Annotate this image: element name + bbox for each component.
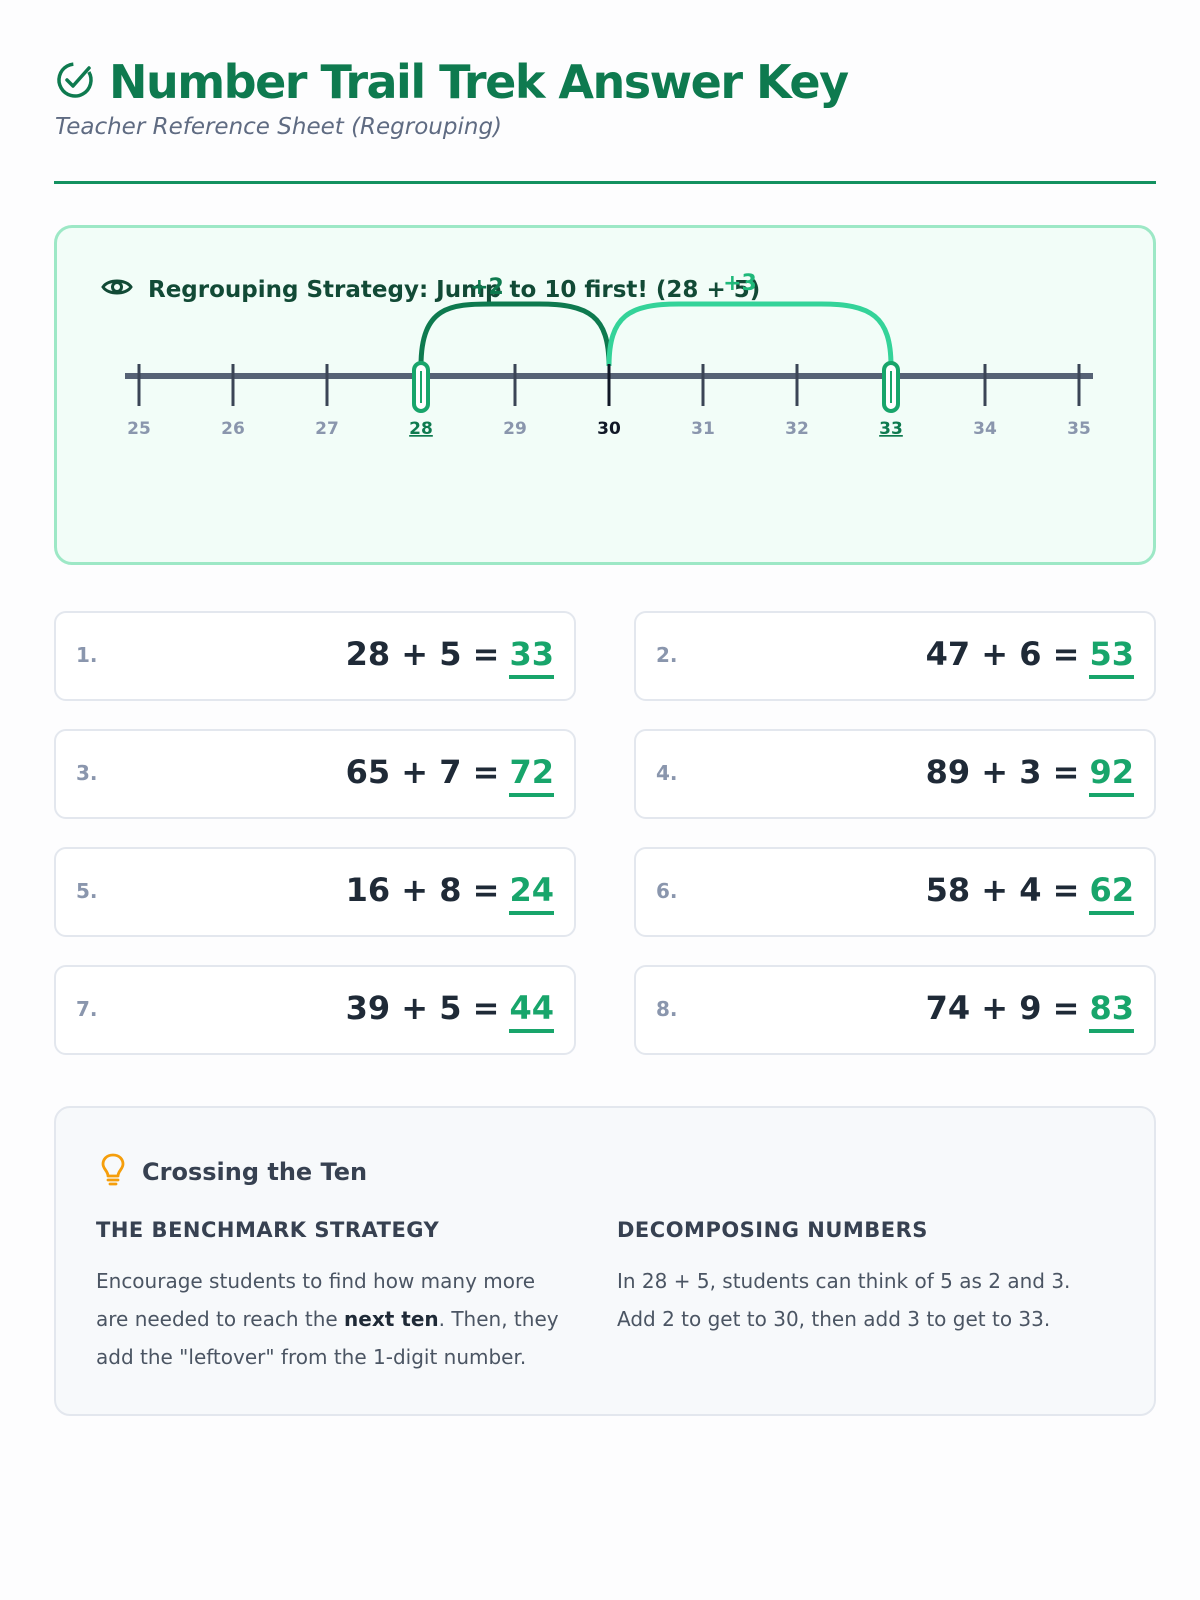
problem-equation: 16 + 8 = 24 <box>346 871 554 915</box>
problem-expression: 47 + 6 = <box>925 635 1080 673</box>
tick-label: 30 <box>597 419 621 439</box>
problem-expression: 74 + 9 = <box>925 989 1080 1027</box>
tick-label: 35 <box>1067 419 1091 439</box>
problem-expression: 58 + 4 = <box>925 871 1080 909</box>
tick-label: 25 <box>127 419 151 439</box>
benchmark-strategy-title: THE BENCHMARK STRATEGY <box>96 1218 440 1242</box>
jump-arc-2 <box>606 301 894 367</box>
strategy-heading: Regrouping Strategy: Jump to 10 first! (… <box>100 270 760 310</box>
tick-label: 28 <box>409 419 433 439</box>
header: Number Trail Trek Answer Key Teacher Ref… <box>55 52 1155 140</box>
problem-number: 1. <box>76 643 98 667</box>
problem-card: 2. 47 + 6 = 53 <box>634 611 1156 701</box>
problem-number: 8. <box>656 997 678 1021</box>
page-title: Number Trail Trek Answer Key <box>109 55 849 109</box>
problem-number: 7. <box>76 997 98 1021</box>
problem-number: 3. <box>76 761 98 785</box>
problem-answer: 33 <box>509 635 554 679</box>
problem-answer: 44 <box>509 989 554 1033</box>
problem-answer: 92 <box>1089 753 1134 797</box>
problem-answer: 24 <box>509 871 554 915</box>
problem-answer: 72 <box>509 753 554 797</box>
tips-heading: Crossing the Ten <box>98 1152 367 1192</box>
tick-label: 33 <box>879 419 903 439</box>
benchmark-strategy-column: THE BENCHMARK STRATEGY Encourage student… <box>96 1218 566 1376</box>
problem-number: 4. <box>656 761 678 785</box>
problem-number: 6. <box>656 879 678 903</box>
tick-label: 34 <box>973 419 997 439</box>
problem-answer: 62 <box>1089 871 1134 915</box>
strategy-heading-text: Regrouping Strategy: Jump to 10 first! (… <box>148 277 761 303</box>
decomposing-numbers-text: In 28 + 5, students can think of 5 as 2 … <box>617 1269 1071 1331</box>
problem-card: 5. 16 + 8 = 24 <box>54 847 576 937</box>
problem-equation: 28 + 5 = 33 <box>346 635 554 679</box>
problem-expression: 89 + 3 = <box>925 753 1080 791</box>
problem-number: 5. <box>76 879 98 903</box>
tick-label: 29 <box>503 419 527 439</box>
jump-label-1: +2 <box>470 275 504 300</box>
problem-number: 2. <box>656 643 678 667</box>
problem-expression: 65 + 7 = <box>345 753 500 791</box>
benchmark-strategy-text: Encourage students to find how many more… <box>96 1269 559 1369</box>
tick-label: 26 <box>221 419 245 439</box>
problem-card: 3. 65 + 7 = 72 <box>54 729 576 819</box>
tips-heading-text: Crossing the Ten <box>142 1158 368 1186</box>
problem-answer: 83 <box>1089 989 1134 1033</box>
header-divider <box>54 181 1156 184</box>
problem-equation: 65 + 7 = 72 <box>346 753 554 797</box>
problem-equation: 39 + 5 = 44 <box>346 989 554 1033</box>
problem-equation: 74 + 9 = 83 <box>926 989 1134 1033</box>
problem-card: 4. 89 + 3 = 92 <box>634 729 1156 819</box>
decomposing-numbers-title: DECOMPOSING NUMBERS <box>617 1218 928 1242</box>
eye-icon <box>100 270 134 310</box>
problem-expression: 28 + 5 = <box>345 635 500 673</box>
tick-label: 31 <box>691 419 715 439</box>
problem-expression: 39 + 5 = <box>345 989 500 1027</box>
problem-expression: 16 + 8 = <box>345 871 500 909</box>
page-subtitle: Teacher Reference Sheet (Regrouping) <box>55 114 503 140</box>
check-circle-icon <box>55 60 95 104</box>
tick-label: 27 <box>315 419 339 439</box>
problem-card: 8. 74 + 9 = 83 <box>634 965 1156 1055</box>
problem-card: 6. 58 + 4 = 62 <box>634 847 1156 937</box>
tick-label: 32 <box>785 419 809 439</box>
problem-card: 7. 39 + 5 = 44 <box>54 965 576 1055</box>
lightbulb-icon <box>98 1152 128 1192</box>
decomposing-numbers-column: DECOMPOSING NUMBERS In 28 + 5, students … <box>617 1218 1087 1338</box>
tips-panel: Crossing the Ten THE BENCHMARK STRATEGY … <box>54 1106 1156 1416</box>
jump-arc-1 <box>418 301 612 367</box>
problem-answer: 53 <box>1089 635 1134 679</box>
problem-equation: 58 + 4 = 62 <box>926 871 1134 915</box>
problem-card: 1. 28 + 5 = 33 <box>54 611 576 701</box>
problem-equation: 89 + 3 = 92 <box>926 753 1134 797</box>
problem-equation: 47 + 6 = 53 <box>926 635 1134 679</box>
number-line: +2 +3 25 26 27 28 29 30 31 32 33 34 35 <box>125 271 1093 439</box>
jump-label-2: +3 <box>723 271 757 296</box>
strategy-panel: Regrouping Strategy: Jump to 10 first! (… <box>54 225 1156 565</box>
